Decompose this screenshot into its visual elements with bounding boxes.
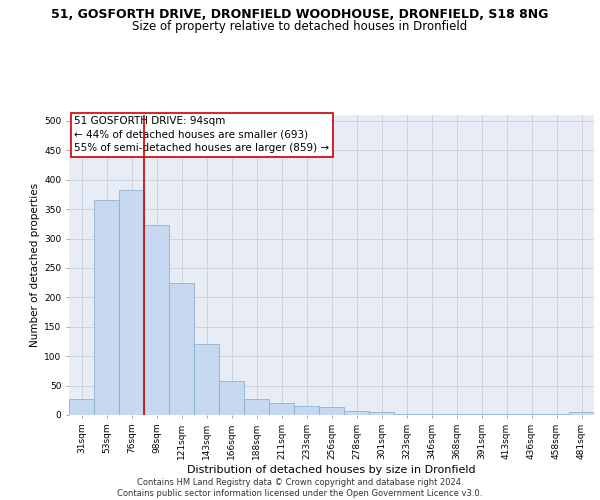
Bar <box>69 399 94 415</box>
Bar <box>144 225 169 415</box>
Text: 51 GOSFORTH DRIVE: 94sqm
← 44% of detached houses are smaller (693)
55% of semi-: 51 GOSFORTH DRIVE: 94sqm ← 44% of detach… <box>74 116 329 153</box>
Bar <box>169 282 194 415</box>
Bar <box>119 190 144 415</box>
Bar <box>444 414 469 415</box>
Bar <box>294 406 319 415</box>
Bar <box>394 414 419 415</box>
Bar <box>319 408 344 415</box>
Bar <box>219 382 244 415</box>
Bar <box>369 412 394 415</box>
Text: Contains HM Land Registry data © Crown copyright and database right 2024.
Contai: Contains HM Land Registry data © Crown c… <box>118 478 482 498</box>
Bar <box>569 412 594 415</box>
Bar <box>469 414 494 415</box>
Bar <box>494 414 519 415</box>
Bar <box>94 200 119 415</box>
X-axis label: Distribution of detached houses by size in Dronfield: Distribution of detached houses by size … <box>187 464 476 474</box>
Bar <box>519 414 544 415</box>
Y-axis label: Number of detached properties: Number of detached properties <box>30 183 40 347</box>
Bar <box>419 414 444 415</box>
Bar <box>344 412 369 415</box>
Bar <box>269 403 294 415</box>
Text: Size of property relative to detached houses in Dronfield: Size of property relative to detached ho… <box>133 20 467 33</box>
Text: 51, GOSFORTH DRIVE, DRONFIELD WOODHOUSE, DRONFIELD, S18 8NG: 51, GOSFORTH DRIVE, DRONFIELD WOODHOUSE,… <box>52 8 548 20</box>
Bar <box>244 399 269 415</box>
Bar <box>194 344 219 415</box>
Bar <box>544 414 569 415</box>
